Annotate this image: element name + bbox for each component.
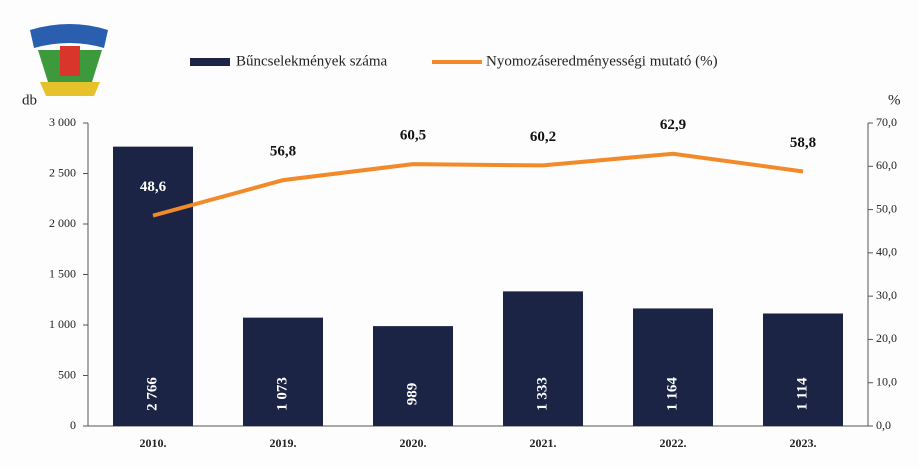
y2-tick-label: 0,0 — [876, 418, 891, 432]
x-tick-label: 2022. — [660, 436, 687, 450]
bar-value-label: 1 073 — [274, 377, 290, 411]
y-tick-label: 3 000 — [49, 115, 76, 129]
bar — [503, 291, 583, 426]
line-value-label: 60,5 — [400, 128, 426, 144]
line-value-label: 58,8 — [790, 135, 816, 151]
x-tick-label: 2019. — [270, 436, 297, 450]
y2-tick-label: 20,0 — [876, 331, 897, 345]
y-axis-title: db — [22, 92, 37, 108]
y2-tick-label: 10,0 — [876, 374, 897, 388]
y2-tick-label: 60,0 — [876, 158, 897, 172]
line-value-label: 56,8 — [270, 144, 296, 160]
line-value-label: 62,9 — [660, 117, 686, 133]
bar — [113, 146, 193, 426]
bar-value-label: 2 766 — [144, 377, 160, 411]
y-tick-label: 500 — [58, 367, 76, 381]
y2-tick-label: 70,0 — [876, 115, 897, 129]
x-tick-label: 2023. — [790, 436, 817, 450]
bar — [763, 313, 843, 426]
legend-label: Bűncselekmények száma — [236, 53, 388, 69]
y-tick-label: 2 000 — [49, 216, 76, 230]
legend-swatch — [190, 58, 230, 66]
bar-value-label: 1 164 — [664, 377, 680, 411]
y-tick-label: 2 500 — [49, 165, 76, 179]
y2-tick-label: 40,0 — [876, 245, 897, 259]
logo — [30, 24, 108, 96]
y2-tick-label: 30,0 — [876, 288, 897, 302]
x-tick-label: 2010. — [140, 436, 167, 450]
x-tick-label: 2021. — [530, 436, 557, 450]
y-tick-label: 1 000 — [49, 317, 76, 331]
bar — [633, 308, 713, 426]
line — [152, 151, 804, 218]
bar — [373, 326, 453, 426]
line-value-label: 60,2 — [530, 129, 556, 145]
x-tick-label: 2020. — [400, 436, 427, 450]
legend-label: Nyomozáseredményességi mutató (%) — [486, 53, 718, 69]
bar-value-label: 1 333 — [534, 377, 550, 411]
y-tick-label: 1 500 — [49, 266, 76, 280]
y2-axis-title: % — [888, 92, 901, 108]
bar-value-label: 1 114 — [794, 377, 810, 410]
line-value-label: 48,6 — [140, 179, 167, 195]
bar — [243, 317, 323, 426]
bar-value-label: 989 — [404, 383, 420, 406]
y2-tick-label: 50,0 — [876, 201, 897, 215]
y-tick-label: 0 — [70, 418, 76, 432]
